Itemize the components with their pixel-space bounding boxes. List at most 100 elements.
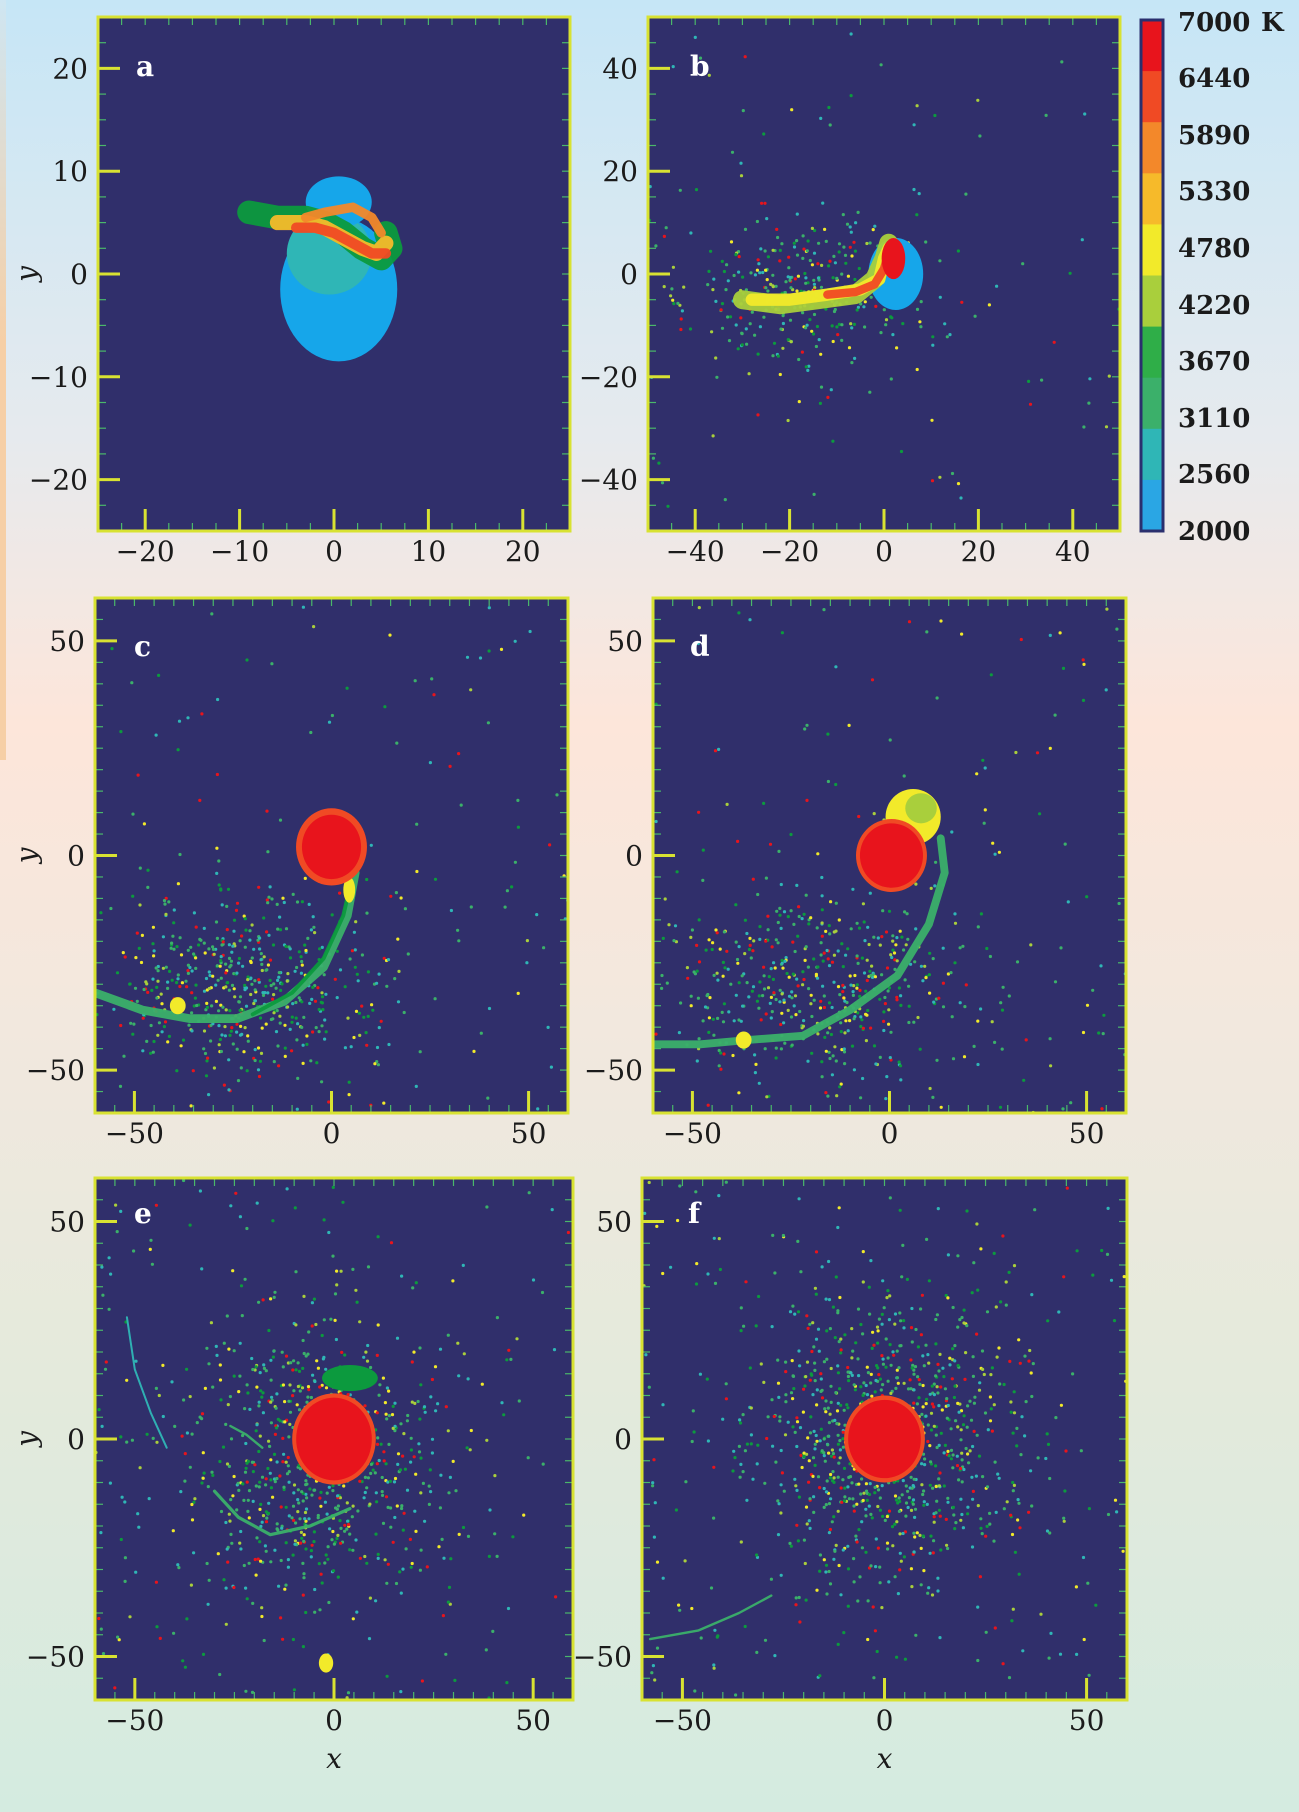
particle-point (351, 1617, 355, 1621)
particle-point (988, 954, 993, 959)
particle-point (802, 912, 806, 916)
particle-point (832, 1515, 836, 1519)
particle-point (981, 1475, 985, 1479)
particle-point (327, 1100, 331, 1104)
particle-point (819, 352, 823, 356)
particle-point (934, 1317, 938, 1322)
particle-point (843, 253, 848, 257)
particle-point (729, 240, 734, 244)
particle-point (100, 1424, 104, 1428)
particle-point (795, 253, 800, 257)
particle-point (956, 1425, 960, 1429)
particle-point (718, 947, 722, 951)
particle-point (886, 1356, 890, 1360)
particle-point (818, 401, 823, 405)
particle-point (715, 971, 719, 975)
particle-point (670, 287, 674, 291)
particle-point (273, 1432, 277, 1436)
particle-point (790, 1043, 794, 1047)
particle-point (622, 972, 625, 975)
particle-point (852, 1383, 856, 1387)
particle-point (794, 1484, 798, 1488)
particle-point (275, 1392, 279, 1396)
x-tick-label: 0 (876, 1704, 894, 1737)
particle-point (270, 897, 274, 901)
particle-point (708, 996, 712, 1000)
particle-point (417, 1450, 422, 1454)
particle-point (891, 1544, 895, 1548)
particle-point (653, 1678, 657, 1682)
particle-point (776, 1533, 781, 1537)
particle-point (255, 1423, 259, 1427)
particle-point (816, 1327, 821, 1331)
particle-point (786, 275, 790, 279)
particle-point (859, 1096, 863, 1100)
particle-point (434, 1409, 438, 1413)
particle-point (192, 1500, 196, 1504)
particle-point (257, 1485, 261, 1489)
particle-point (898, 1311, 902, 1315)
particle-point (822, 1437, 826, 1441)
particle-point (796, 934, 800, 938)
particle-point (953, 921, 958, 925)
particle-point (853, 356, 857, 360)
particle-point (791, 940, 795, 944)
particle-point (774, 997, 778, 1002)
particle-point (259, 1051, 264, 1055)
colorbar-segment (1141, 428, 1163, 481)
particle-point (205, 1005, 209, 1010)
particle-point (856, 1011, 860, 1015)
particle-point (807, 922, 811, 926)
particle-point (913, 1507, 918, 1511)
particle-point (971, 1497, 975, 1501)
particle-point (1083, 112, 1087, 116)
particle-point (777, 849, 781, 854)
particle-point (919, 1583, 923, 1587)
particle-point (304, 1479, 308, 1483)
particle-point (950, 830, 954, 834)
particle-point (643, 913, 646, 916)
particle-point (972, 1044, 976, 1048)
particle-point (762, 987, 767, 991)
particle-point (1049, 1064, 1053, 1068)
particle-point (395, 1336, 400, 1340)
particle-point (779, 1573, 783, 1577)
particle-point (99, 1531, 103, 1535)
particle-point (913, 1515, 917, 1519)
particle-point (285, 1472, 290, 1476)
particle-point (313, 1587, 317, 1592)
particle-point (716, 978, 720, 982)
particle-point (988, 1419, 993, 1423)
particle-point (386, 958, 391, 962)
particle-point (297, 1369, 302, 1373)
particle-point (712, 1236, 716, 1240)
particle-point (259, 1559, 263, 1563)
particle-point (852, 1557, 856, 1561)
particle-point (829, 388, 833, 392)
particle-point (256, 1046, 261, 1050)
particle-point (914, 1633, 918, 1637)
particle-point (161, 935, 165, 939)
particle-point (855, 308, 859, 312)
particle-point (810, 1373, 814, 1377)
particle-point (864, 1482, 869, 1486)
particle-point (215, 871, 219, 876)
particle-point (776, 235, 780, 240)
particle-point (1104, 425, 1109, 429)
particle-point (779, 1511, 783, 1515)
particle-point (409, 1448, 413, 1452)
colorbar-segment (1141, 377, 1163, 430)
particle-point (879, 63, 883, 67)
particle-point (1040, 378, 1044, 382)
particle-point (912, 1020, 916, 1024)
particle-point (930, 479, 935, 483)
particle-point (722, 930, 727, 934)
particle-point (321, 1357, 325, 1361)
particle-point (988, 1522, 992, 1526)
particle-point (310, 1493, 314, 1497)
particle-point (219, 888, 223, 892)
particle-point (945, 1543, 949, 1547)
particle-point (296, 1488, 300, 1492)
particle-point (770, 945, 774, 949)
particle-point (248, 929, 252, 933)
